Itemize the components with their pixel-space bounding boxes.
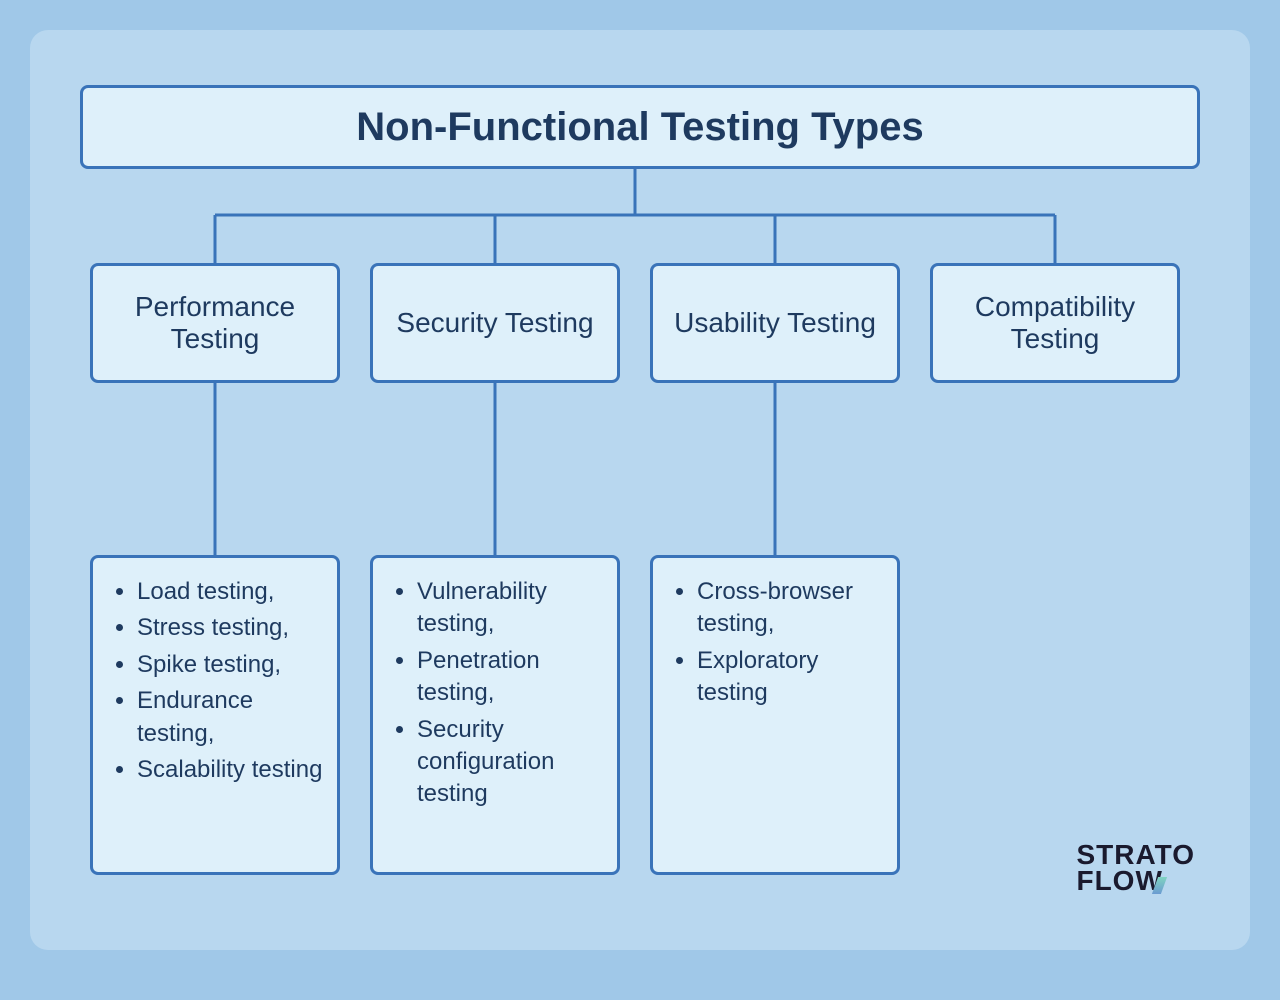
logo-line2: FLOW (1076, 868, 1195, 895)
details-security: Vulnerability testing, Penetration testi… (370, 555, 620, 875)
list-item: Spike testing, (137, 649, 323, 681)
category-performance: Performance Testing (90, 263, 340, 383)
diagram-panel: Non-Functional Testing Types Performance… (30, 30, 1250, 950)
details-list: Load testing, Stress testing, Spike test… (111, 576, 323, 790)
details-list: Vulnerability testing, Penetration testi… (391, 576, 603, 815)
list-item: Load testing, (137, 576, 323, 608)
details-list: Cross-browser testing, Exploratory testi… (671, 576, 883, 714)
title-text: Non-Functional Testing Types (356, 105, 923, 150)
category-label: Usability Testing (674, 307, 876, 339)
list-item: Security configuration testing (417, 714, 603, 811)
stratoflow-logo: STRATO FLOW (1076, 842, 1195, 895)
category-usability: Usability Testing (650, 263, 900, 383)
logo-line1: STRATO (1076, 842, 1195, 869)
list-item: Penetration testing, (417, 645, 603, 710)
list-item: Vulnerability testing, (417, 576, 603, 641)
list-item: Exploratory testing (697, 645, 883, 710)
category-label: Compatibility Testing (945, 291, 1165, 355)
list-item: Stress testing, (137, 612, 323, 644)
category-label: Performance Testing (105, 291, 325, 355)
category-label: Security Testing (396, 307, 593, 339)
list-item: Endurance testing, (137, 685, 323, 750)
category-security: Security Testing (370, 263, 620, 383)
details-usability: Cross-browser testing, Exploratory testi… (650, 555, 900, 875)
title-box: Non-Functional Testing Types (80, 85, 1200, 169)
list-item: Scalability testing (137, 754, 323, 786)
category-compatibility: Compatibility Testing (930, 263, 1180, 383)
list-item: Cross-browser testing, (697, 576, 883, 641)
details-performance: Load testing, Stress testing, Spike test… (90, 555, 340, 875)
